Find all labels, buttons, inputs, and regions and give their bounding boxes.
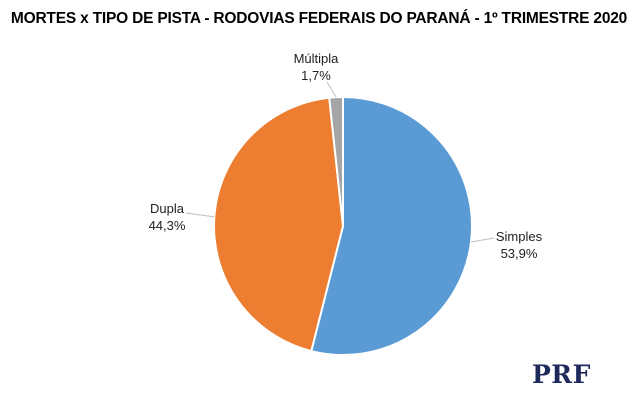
leader-lines [185,81,495,243]
slice-label-simples: Simples [496,229,543,244]
slice-value-dupla: 44,3% [149,218,186,233]
slice-label-multipla: Múltipla [294,51,340,66]
prf-logo: PRF [532,360,591,389]
slice-value-multipla: 1,7% [301,68,331,83]
pie-slice-dupla [213,96,345,353]
pie-slice-multipla [328,95,344,227]
pie-slice-simples [310,95,473,356]
pie-slices [213,95,473,356]
slice-value-simples: 53,9% [501,246,538,261]
chart-title: MORTES x TIPO DE PISTA - RODOVIAS FEDERA… [10,10,628,27]
leader-line-0 [470,237,495,243]
slice-label-dupla: Dupla [150,201,185,216]
leader-line-2 [326,81,337,98]
leader-line-1 [185,212,215,218]
